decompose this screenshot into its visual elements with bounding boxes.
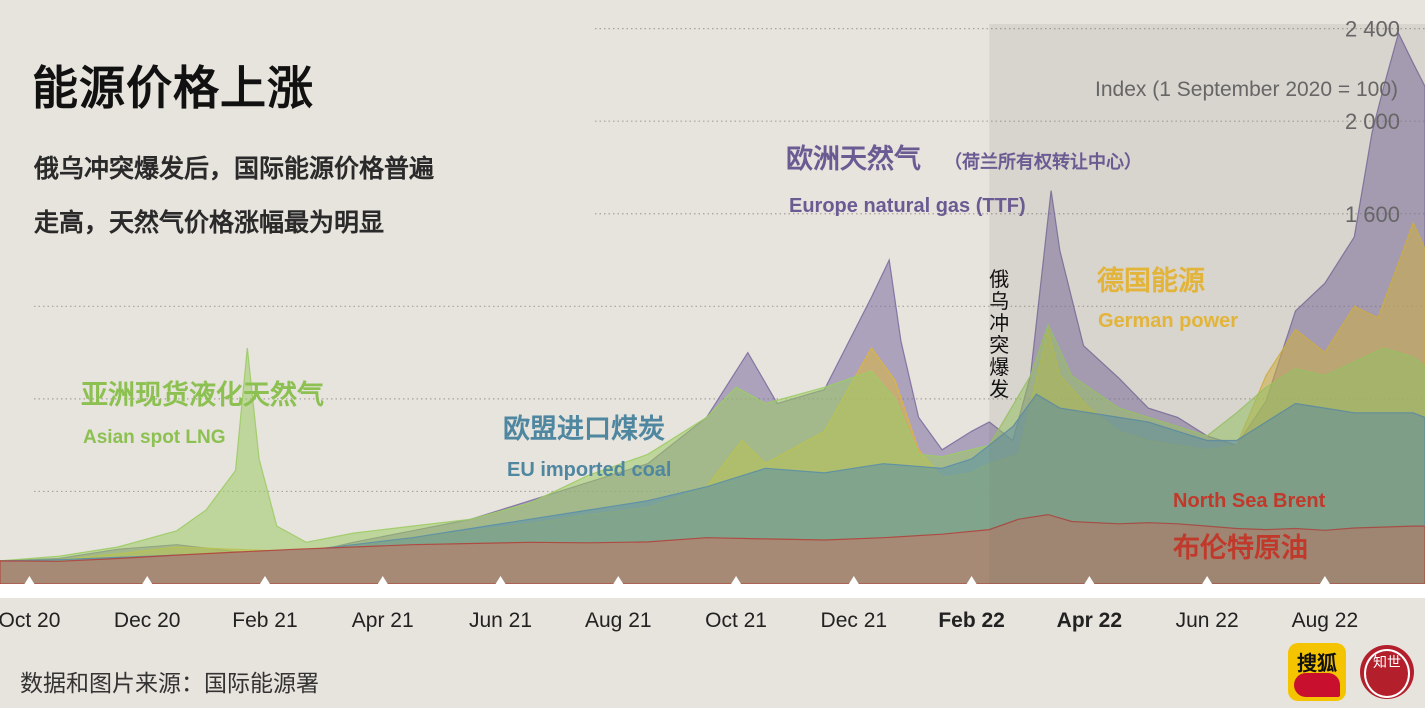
x-tick-label-1: Dec 20 — [114, 609, 181, 632]
x-tick-label-3: Apr 21 — [352, 609, 414, 632]
label-gas-cn: 欧洲天然气 — [786, 143, 921, 174]
label-power-cn: 德国能源 — [1097, 265, 1205, 296]
x-tick-label-4: Jun 21 — [469, 609, 532, 632]
label-lng-cn: 亚洲现货液化天然气 — [81, 379, 324, 410]
x-tick-label-0: Oct 20 — [0, 609, 60, 632]
subtitle-line-1: 俄乌冲突爆发后，国际能源价格普遍 — [34, 154, 435, 183]
x-tick-label-6: Oct 21 — [705, 609, 767, 632]
x-tick-mark-5 — [613, 576, 624, 584]
subtitle-line-2: 走高，天然气价格涨幅最为明显 — [34, 208, 385, 237]
label-brent-en: North Sea Brent — [1173, 490, 1326, 512]
x-tick-mark-3 — [377, 576, 388, 584]
x-tick-label-8: Feb 22 — [938, 609, 1005, 632]
subtitle: 俄乌冲突爆发后，国际能源价格普遍 走高，天然气价格涨幅最为明显 — [34, 142, 554, 250]
x-tick-mark-8 — [966, 576, 977, 584]
axis-layer: 2 400 2 000 1 600 Oct 20 Dec 20 Feb 21 Apr 21 J… — [0, 17, 1425, 632]
x-tick-label-10: Jun 22 — [1176, 609, 1239, 632]
x-tick-label-9: Apr 22 — [1057, 609, 1122, 632]
sohu-logo: 搜狐 — [1288, 643, 1346, 701]
label-lng-en: Asian spot LNG — [83, 427, 226, 448]
y-tick-label-0: 2 400 — [1345, 17, 1400, 42]
label-brent-cn: 布伦特原油 — [1173, 532, 1308, 563]
y-tick-label-2: 1 600 — [1345, 202, 1400, 227]
x-tick-label-11: Aug 22 — [1292, 609, 1359, 632]
label-power-en: German power — [1098, 310, 1238, 332]
area-layer — [0, 31, 1425, 585]
event-label: 俄乌冲突爆发 — [989, 268, 1009, 401]
x-tick-mark-10 — [1202, 576, 1213, 584]
y-axis-label: Index (1 September 2020 = 100) — [1095, 78, 1398, 101]
label-coal-en: EU imported coal — [507, 459, 671, 481]
label-gas-note: （荷兰所有权转让中心） — [944, 151, 1142, 172]
post-event-shade — [989, 24, 1425, 584]
x-tick-mark-9 — [1084, 576, 1095, 584]
x-axis-band — [0, 584, 1425, 598]
x-tick-mark-6 — [731, 576, 742, 584]
x-tick-mark-2 — [259, 576, 270, 584]
source-note: 数据和图片来源：国际能源署 — [20, 671, 319, 697]
x-tick-mark-1 — [142, 576, 153, 584]
label-gas-en: Europe natural gas (TTF) — [789, 195, 1026, 217]
zhishi-logo-text: 知世 — [1364, 649, 1410, 698]
x-tick-mark-7 — [848, 576, 859, 584]
series-area-4 — [0, 513, 1425, 585]
x-tick-label-7: Dec 21 — [821, 609, 888, 632]
page-title: 能源价格上涨 — [32, 61, 314, 115]
y-tick-label-1: 2 000 — [1345, 109, 1400, 134]
sohu-wave-icon — [1294, 673, 1340, 697]
label-coal-cn: 欧盟进口煤炭 — [503, 414, 665, 444]
x-tick-label-2: Feb 21 — [232, 609, 297, 632]
x-tick-mark-4 — [495, 576, 506, 584]
x-tick-mark-0 — [24, 576, 35, 584]
x-tick-label-5: Aug 21 — [585, 609, 652, 632]
sohu-logo-text: 搜狐 — [1297, 651, 1337, 675]
zhishi-logo: 知世 — [1360, 645, 1414, 699]
x-tick-mark-11 — [1319, 576, 1330, 584]
grid-layer — [34, 28, 1425, 493]
